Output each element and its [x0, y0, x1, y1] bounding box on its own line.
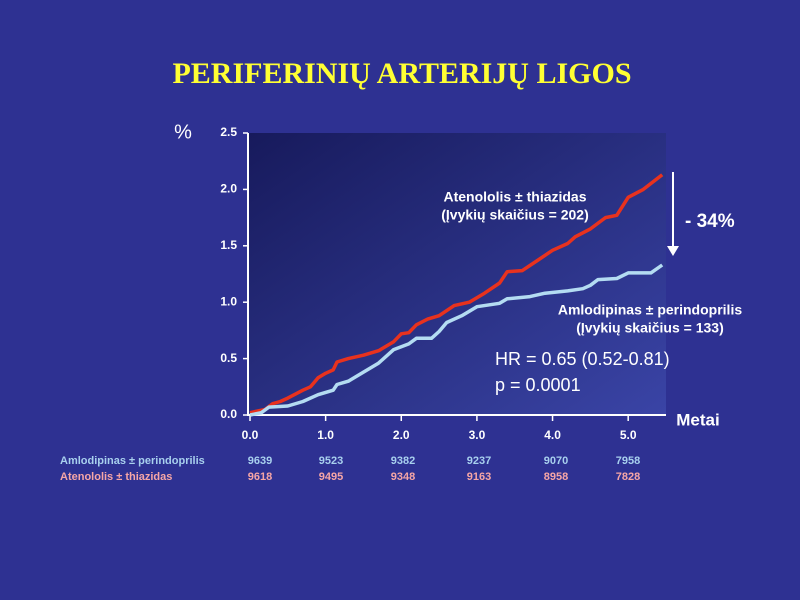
annotation: - 34%	[685, 211, 735, 232]
chart-title: PERIFERINIŲ ARTERIJŲ LIGOS	[172, 57, 631, 90]
annotation: (Įvykių skaičius = 202)	[441, 207, 588, 223]
y-axis-label: %	[174, 121, 192, 143]
y-tick-label: 0.0	[220, 407, 237, 421]
x-tick-label: 3.0	[469, 428, 486, 442]
x-tick-label: 1.0	[317, 428, 334, 442]
annotation: p = 0.0001	[495, 375, 581, 395]
x-tick-label: 0.0	[242, 428, 259, 442]
x-axis-label: Metai	[676, 410, 719, 429]
plot-area	[248, 133, 666, 415]
risk-value: 7958	[616, 455, 640, 467]
x-tick-label: 4.0	[544, 428, 561, 442]
series-line	[249, 173, 664, 415]
plot: 0.0 0.5 1.0 1.5 2.0 2.5 0.0 1.0 2.0 3.0 4.0 5.0 Amlo…	[60, 125, 666, 483]
risk-value: 9639	[248, 455, 272, 467]
annotation: Amlodipinas ± perindoprilis	[558, 302, 742, 318]
risk-value: 9237	[467, 455, 491, 467]
arrow-head	[667, 246, 679, 256]
risk-value: 9163	[467, 471, 491, 483]
risk-value: 9495	[319, 471, 343, 483]
risk-value: 9618	[248, 471, 272, 483]
x-tick-label: 2.0	[393, 428, 410, 442]
y-tick-label: 2.0	[220, 182, 237, 196]
annotation: HR = 0.65 (0.52-0.81)	[495, 349, 670, 369]
risk-row-label: Amlodipinas ± perindoprilis	[60, 455, 205, 467]
risk-value: 9348	[391, 471, 415, 483]
risk-value: 9382	[391, 455, 415, 467]
risk-value: 7828	[616, 471, 640, 483]
y-tick-label: 0.5	[220, 351, 237, 365]
y-tick-label: 1.0	[220, 294, 237, 308]
risk-row-label: Atenololis ± thiazidas	[60, 471, 172, 483]
series-line	[249, 263, 664, 417]
x-tick-label: 5.0	[620, 428, 637, 442]
annotation: Atenololis ± thiazidas	[443, 189, 586, 205]
y-tick-label: 2.5	[220, 125, 237, 139]
risk-value: 8958	[544, 471, 568, 483]
y-tick-label: 1.5	[220, 238, 237, 252]
risk-value: 9523	[319, 455, 343, 467]
risk-value: 9070	[544, 455, 568, 467]
annotation: (Įvykių skaičius = 133)	[576, 320, 723, 336]
